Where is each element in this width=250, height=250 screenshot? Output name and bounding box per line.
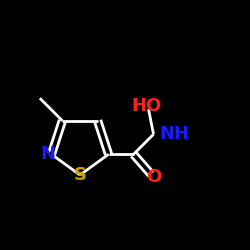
Text: N: N	[40, 145, 55, 163]
Text: S: S	[74, 166, 86, 184]
Text: O: O	[146, 168, 161, 186]
Text: NH: NH	[160, 125, 190, 143]
Text: HO: HO	[131, 96, 161, 114]
